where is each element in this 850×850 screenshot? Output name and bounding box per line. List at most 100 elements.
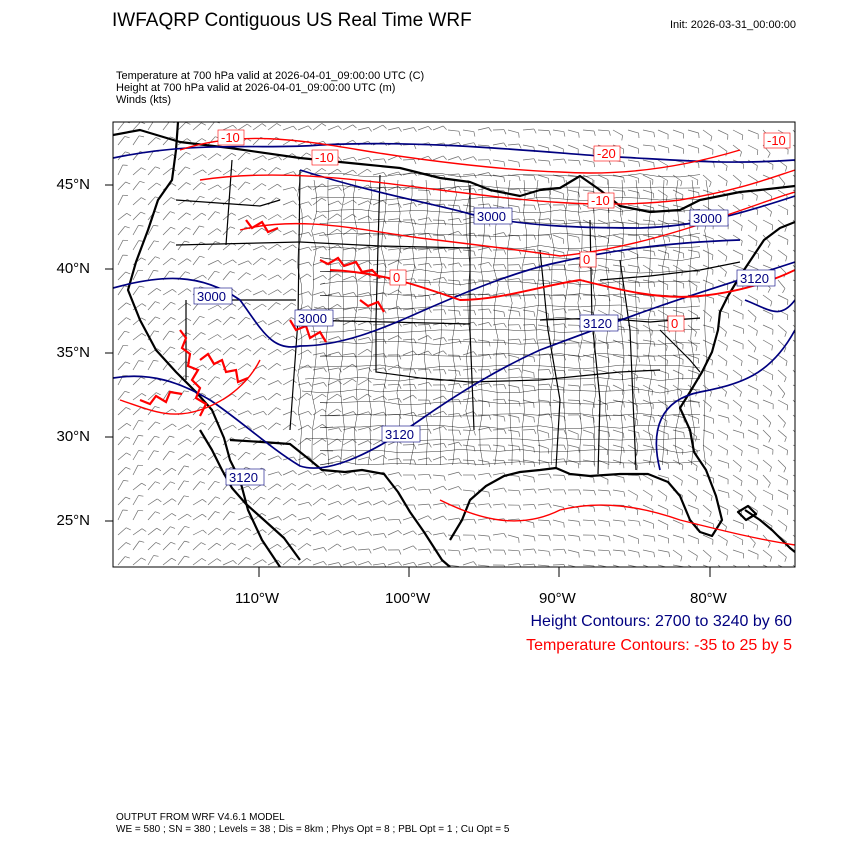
wind-barb [132, 181, 141, 191]
wind-barb [387, 248, 399, 251]
wind-barb-flag [216, 542, 222, 547]
wind-barb-flag [139, 540, 145, 543]
wind-barb-flag [155, 542, 161, 545]
wind-barb-flag [458, 186, 462, 191]
wind-barb-flag [245, 316, 251, 320]
wind-barb-flag [503, 549, 507, 555]
wind-barb [357, 260, 369, 266]
wind-barb [612, 384, 624, 391]
wind-barb-flag [262, 245, 267, 250]
wind-barb-flag [767, 482, 771, 488]
wind-barb [492, 398, 505, 401]
wind-barb [252, 377, 262, 386]
wind-barb-flag [186, 317, 192, 322]
wind-barb [177, 240, 185, 251]
wind-barb [537, 503, 549, 506]
wind-barb [222, 453, 233, 461]
wind-barb [537, 369, 550, 371]
wind-barb [672, 189, 684, 196]
wind-barb [222, 184, 233, 191]
wind-barb-flag [800, 182, 802, 187]
wind-barb [747, 129, 759, 135]
wind-barb-flag [802, 450, 803, 455]
wind-barb [582, 159, 594, 163]
wind-barb-flag [368, 233, 372, 238]
wind-barb [702, 174, 712, 183]
wind-barb-flag [125, 271, 131, 275]
wind-barb-flag [186, 408, 192, 412]
wind-barb [732, 144, 742, 153]
wind-barb [612, 339, 624, 345]
wind-barb-flag [338, 156, 342, 162]
wind-barb-flag [141, 557, 146, 561]
county-line [647, 179, 653, 466]
wind-barb [762, 504, 773, 511]
wind-barb [372, 487, 384, 491]
wind-barb [537, 549, 549, 552]
wind-barb [147, 450, 155, 461]
wind-barb-flag [367, 379, 372, 383]
wind-barb-flag [784, 226, 787, 232]
wind-barb-flag [306, 392, 312, 396]
wind-barb [447, 248, 459, 251]
wind-barb-flag [797, 379, 800, 383]
wind-barb-flag [307, 349, 312, 354]
county-line [423, 179, 429, 466]
wind-barb [732, 264, 744, 270]
wind-barb [582, 444, 595, 447]
height-label: 3000 [197, 289, 226, 304]
wind-barb-flag [156, 527, 162, 532]
wind-barb [477, 279, 490, 281]
wind-barb [207, 334, 218, 341]
height-label: 3000 [477, 209, 506, 224]
wind-barb-flag [755, 241, 758, 247]
wind-barb-flag [443, 309, 447, 315]
wind-barb [297, 410, 309, 416]
wind-barb-flag [246, 363, 252, 367]
wind-barb [777, 564, 784, 567]
wind-barb-flag [638, 432, 640, 438]
wind-barb [657, 429, 669, 435]
wind-barb [312, 561, 324, 566]
wind-barb [777, 204, 788, 211]
wind-barb [177, 361, 186, 371]
wind-barb-flag [578, 237, 580, 243]
wind-barb-flag [291, 543, 297, 547]
wind-barb [687, 309, 698, 316]
wind-barb-flag [323, 382, 327, 387]
wind-barb-flag [201, 468, 207, 472]
wind-barb [657, 189, 668, 197]
wind-barb [387, 383, 400, 386]
wind-barb-flag [323, 232, 327, 237]
wind-barb [777, 324, 787, 333]
wind-barb-flag [623, 266, 626, 272]
wind-barb-flag [503, 129, 507, 135]
wind-barb-flag [428, 155, 432, 161]
wind-barb-flag [321, 497, 327, 501]
wind-barb-flag [518, 143, 522, 149]
wind-barb [747, 294, 758, 301]
wind-barb-flag [217, 318, 222, 323]
temperature-label: -20 [597, 146, 616, 161]
wind-barb [762, 519, 773, 527]
wind-barb-flag [200, 182, 206, 186]
wind-barb [147, 166, 156, 176]
wind-barb-flag [337, 393, 342, 398]
wind-barb-flag [413, 159, 417, 165]
wind-barb [267, 349, 278, 356]
wind-barb [537, 399, 549, 402]
wind-barb [582, 354, 594, 359]
wind-barb [297, 246, 309, 251]
wind-barb [477, 354, 490, 356]
wind-barb [642, 459, 654, 463]
wind-barb-flag [428, 503, 432, 509]
wind-barb-flag [740, 421, 743, 427]
wind-barb-flag [232, 409, 237, 413]
wind-barb [222, 527, 232, 536]
wind-barb-flag [338, 336, 342, 341]
wind-barb [792, 144, 795, 147]
wind-barb [732, 174, 742, 183]
wind-barb-flag [443, 235, 446, 241]
wind-barb [552, 129, 564, 133]
wind-barb-flag [473, 561, 477, 566]
